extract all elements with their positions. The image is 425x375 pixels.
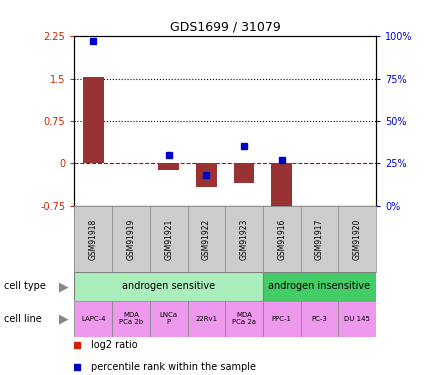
Bar — [74, 272, 263, 301]
Text: GSM91917: GSM91917 — [315, 218, 324, 259]
Text: MDA
PCa 2b: MDA PCa 2b — [119, 312, 143, 326]
Bar — [338, 301, 376, 337]
Bar — [300, 206, 338, 272]
Bar — [263, 272, 376, 301]
Text: cell line: cell line — [4, 314, 42, 324]
Bar — [272, 163, 292, 211]
Bar — [112, 206, 150, 272]
Text: MDA
PCa 2a: MDA PCa 2a — [232, 312, 256, 326]
Bar — [74, 301, 112, 337]
Bar — [225, 206, 263, 272]
Bar — [83, 77, 104, 163]
Text: GSM91916: GSM91916 — [278, 218, 286, 259]
Text: GSM91920: GSM91920 — [353, 218, 362, 259]
Text: androgen sensitive: androgen sensitive — [122, 282, 215, 291]
Bar — [112, 301, 150, 337]
Text: DU 145: DU 145 — [344, 316, 370, 322]
Bar — [225, 301, 263, 337]
Text: ▶: ▶ — [59, 312, 68, 326]
Bar — [158, 163, 179, 170]
Text: GSM91922: GSM91922 — [202, 218, 211, 259]
Bar — [300, 301, 338, 337]
Text: androgen insensitive: androgen insensitive — [269, 282, 371, 291]
Bar — [150, 301, 187, 337]
Bar — [74, 206, 112, 272]
Bar — [187, 206, 225, 272]
Bar — [234, 163, 255, 183]
Bar — [263, 301, 300, 337]
Text: LNCa
P: LNCa P — [160, 312, 178, 326]
Text: log2 ratio: log2 ratio — [91, 340, 138, 350]
Text: GSM91919: GSM91919 — [127, 218, 136, 259]
Text: GSM91918: GSM91918 — [89, 218, 98, 259]
Text: LAPC-4: LAPC-4 — [81, 316, 105, 322]
Text: cell type: cell type — [4, 282, 46, 291]
Text: percentile rank within the sample: percentile rank within the sample — [91, 362, 256, 372]
Text: GSM91923: GSM91923 — [240, 218, 249, 259]
Bar — [263, 206, 300, 272]
Bar — [338, 206, 376, 272]
Text: 22Rv1: 22Rv1 — [196, 316, 218, 322]
Bar — [196, 163, 217, 187]
Text: PC-3: PC-3 — [312, 316, 328, 322]
Text: PPC-1: PPC-1 — [272, 316, 292, 322]
Bar — [150, 206, 187, 272]
Text: GSM91921: GSM91921 — [164, 218, 173, 259]
Text: ▶: ▶ — [59, 280, 68, 293]
Bar — [187, 301, 225, 337]
Title: GDS1699 / 31079: GDS1699 / 31079 — [170, 21, 280, 34]
